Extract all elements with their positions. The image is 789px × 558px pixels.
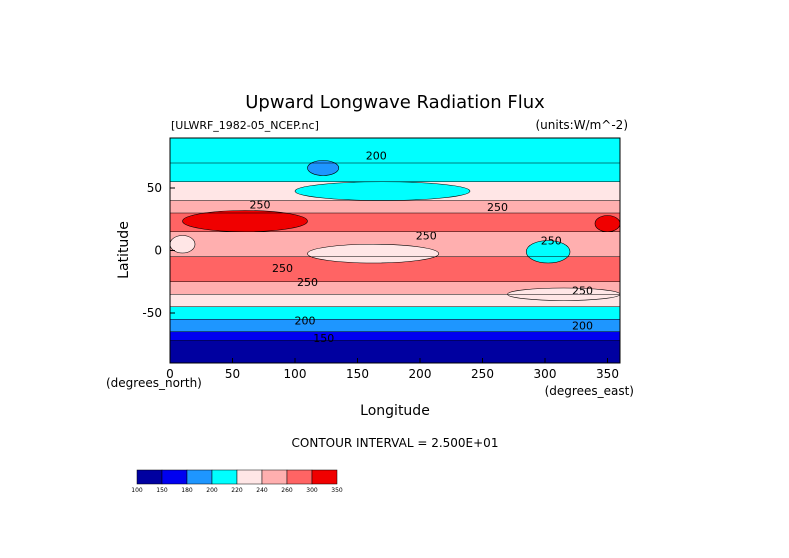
field-band <box>170 331 620 341</box>
x-tick-label: 200 <box>409 367 432 381</box>
contour-label: 200 <box>295 315 316 328</box>
contour-label: 200 <box>366 150 387 163</box>
field-anomaly <box>307 243 440 264</box>
contour-label: 250 <box>297 276 318 289</box>
y-tick-label: -50 <box>142 306 162 320</box>
field-anomaly <box>594 215 621 233</box>
field-band <box>170 163 620 182</box>
field-anomaly <box>294 181 471 201</box>
x-tick-label: 0 <box>166 367 174 381</box>
field-band <box>170 340 620 363</box>
contour-label: 250 <box>487 201 508 214</box>
colorbar-tick-label: 220 <box>231 487 243 494</box>
contour-labels: 200 250 250 250 250 250 250 250 200 200 150 <box>250 150 594 346</box>
colorbar-swatch <box>261 469 288 485</box>
contour-label: 250 <box>250 198 271 211</box>
heatmap-field <box>169 138 621 364</box>
x-tick-label: 250 <box>471 367 494 381</box>
chart-title: Upward Longwave Radiation Flux <box>245 92 545 113</box>
x-tick-label: 300 <box>534 367 557 381</box>
colorbar-swatch <box>311 469 338 485</box>
x-unit-label: (degrees_east) <box>545 384 634 398</box>
field-band <box>170 319 620 332</box>
contour-interval-text: CONTOUR INTERVAL = 2.500E+01 <box>292 436 499 450</box>
colorbar: 100 150 180 200 220 240 260 300 350 <box>131 469 343 494</box>
colorbar-tick-label: 300 <box>306 487 318 494</box>
contour-label: 200 <box>572 320 593 333</box>
field-anomaly <box>182 210 308 233</box>
colorbar-tick-label: 100 <box>131 487 143 494</box>
y-tick-label: 50 <box>147 181 162 195</box>
colorbar-tick-label: 150 <box>156 487 168 494</box>
colorbar-tick-label: 260 <box>281 487 293 494</box>
contour-label: 250 <box>572 285 593 298</box>
field-band <box>170 281 620 295</box>
x-tick-label: 350 <box>596 367 619 381</box>
file-label: [ULWRF_1982-05_NCEP.nc] <box>171 119 319 132</box>
colorbar-swatch <box>236 469 263 485</box>
x-ticks: 0 50 100 150 200 250 300 350 <box>166 358 619 381</box>
y-tick-label: 0 <box>154 244 162 258</box>
contour-label: 250 <box>416 230 437 243</box>
field-band <box>170 294 620 307</box>
contour-label: 150 <box>313 332 334 345</box>
field-band <box>170 138 620 163</box>
colorbar-tick-label: 350 <box>331 487 343 494</box>
y-axis-label: Latitude <box>116 221 132 279</box>
y-ticks: -50 0 50 <box>142 181 175 320</box>
contour-label: 250 <box>541 235 562 248</box>
colorbar-swatch <box>161 469 188 485</box>
colorbar-tick-label: 240 <box>256 487 268 494</box>
x-tick-label: 150 <box>346 367 369 381</box>
field-band <box>170 306 620 320</box>
y-unit-label: (degrees_north) <box>106 376 202 390</box>
field-anomaly <box>307 160 340 176</box>
x-axis-label: Longitude <box>360 403 430 419</box>
colorbar-tick-label: 180 <box>181 487 193 494</box>
colorbar-swatch <box>211 469 238 485</box>
colorbar-swatch <box>286 469 313 485</box>
colorbar-swatch <box>186 469 213 485</box>
contour-label: 250 <box>272 262 293 275</box>
colorbar-tick-label: 200 <box>206 487 218 494</box>
colorbar-swatch <box>136 469 163 485</box>
x-tick-label: 100 <box>284 367 307 381</box>
x-tick-label: 50 <box>225 367 240 381</box>
field-band <box>170 200 620 213</box>
field-anomaly <box>525 240 571 264</box>
units-label: (units:W/m^-2) <box>535 118 628 132</box>
